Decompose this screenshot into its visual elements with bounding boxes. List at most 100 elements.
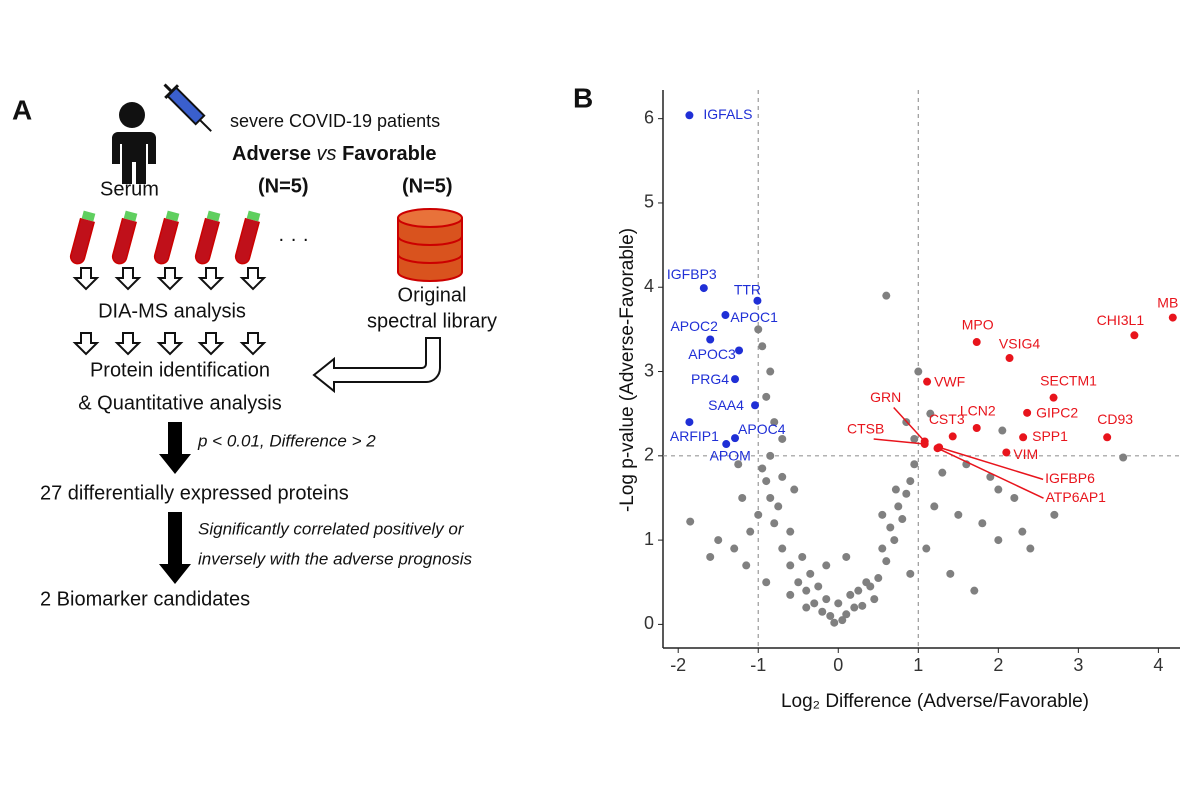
point <box>770 519 779 528</box>
point <box>806 569 815 578</box>
point-label: PRG4 <box>691 371 729 387</box>
point <box>786 561 795 570</box>
point <box>822 595 831 604</box>
point <box>910 460 919 469</box>
result-label: 2 Biomarker candidates <box>40 588 250 610</box>
point <box>994 536 1003 545</box>
point <box>946 569 955 578</box>
point <box>802 603 811 612</box>
point <box>954 510 963 519</box>
point <box>858 601 867 610</box>
point <box>786 590 795 599</box>
x-tick-label: 3 <box>1073 655 1083 675</box>
point <box>762 477 771 486</box>
step-label: & Quantitative analysis <box>78 392 281 414</box>
point <box>818 607 827 616</box>
x-axis-title: Log₂ Difference (Adverse/Favorable) <box>781 691 1089 712</box>
point <box>722 440 731 449</box>
point <box>770 418 779 427</box>
point-label: CD93 <box>1097 411 1133 427</box>
point <box>1050 510 1059 519</box>
y-tick-label: 5 <box>644 192 654 212</box>
point-label: CTSB <box>847 421 884 437</box>
x-tick-label: 1 <box>913 655 923 675</box>
database-icon <box>397 208 463 282</box>
point <box>686 517 695 526</box>
point <box>758 342 767 351</box>
point <box>731 375 740 384</box>
y-tick-label: 4 <box>644 276 654 296</box>
point <box>926 409 935 418</box>
serum-label: Serum <box>100 178 159 200</box>
point <box>1019 433 1028 442</box>
library-label: spectral library <box>367 310 497 332</box>
x-tick-label: 4 <box>1153 655 1163 675</box>
group-b: Favorable <box>342 143 436 165</box>
point <box>878 510 887 519</box>
point <box>826 611 835 620</box>
callout-line <box>937 447 1044 499</box>
x-tick-label: -2 <box>670 655 686 675</box>
y-axis-title: -Log p-value (Adverse-Favorable) <box>617 228 638 512</box>
x-tick-label: 2 <box>993 655 1003 675</box>
point <box>706 335 715 344</box>
point-label: GIPC2 <box>1036 405 1078 421</box>
point <box>685 111 694 120</box>
note-label: Significantly correlated positively or <box>198 519 465 538</box>
point <box>1002 448 1011 457</box>
point <box>810 599 819 608</box>
point <box>846 590 855 599</box>
point <box>838 616 847 625</box>
callout-line <box>893 406 926 442</box>
point <box>758 464 767 473</box>
point <box>738 493 747 502</box>
point-label: MB <box>1157 294 1178 310</box>
point <box>699 284 708 293</box>
point <box>1119 453 1128 462</box>
point <box>891 485 900 494</box>
point <box>948 432 957 441</box>
point <box>914 367 923 376</box>
panel-b: B Log₂ Difference (Adverse/Favorable) -L… <box>573 82 1180 712</box>
arrow <box>159 422 191 474</box>
n-a: (N=5) <box>258 175 309 197</box>
point <box>1018 527 1027 536</box>
point-label: ATP6AP1 <box>1046 489 1107 505</box>
point <box>802 586 811 595</box>
point <box>978 519 987 528</box>
y-tick-label: 1 <box>644 529 654 549</box>
point <box>778 472 787 481</box>
point-label: APOC1 <box>730 309 778 325</box>
point <box>721 311 730 320</box>
point <box>794 578 803 587</box>
y-tick-label: 3 <box>644 360 654 380</box>
point <box>814 582 823 591</box>
point-label: TTR <box>734 281 761 297</box>
point <box>854 586 863 595</box>
point <box>1049 393 1058 402</box>
groups-label: Adverse vs Favorable <box>232 143 437 165</box>
point-label: LCN2 <box>960 403 996 419</box>
result-label: 27 differentially expressed proteins <box>40 482 349 504</box>
point <box>878 544 887 553</box>
point <box>923 377 932 386</box>
point-label: IGFBP6 <box>1045 470 1095 486</box>
point <box>882 557 891 566</box>
point <box>842 552 851 561</box>
point <box>766 493 775 502</box>
person-icon <box>112 102 156 184</box>
point <box>930 502 939 511</box>
point <box>862 578 871 587</box>
point <box>735 346 744 355</box>
point <box>890 536 899 545</box>
point-label: APOC3 <box>688 346 736 362</box>
point <box>1005 354 1014 363</box>
point-label: SAA4 <box>708 397 744 413</box>
point <box>822 561 831 570</box>
arrow <box>159 512 191 584</box>
point <box>972 338 981 347</box>
point <box>972 424 981 433</box>
point <box>842 610 851 619</box>
point <box>753 296 762 305</box>
